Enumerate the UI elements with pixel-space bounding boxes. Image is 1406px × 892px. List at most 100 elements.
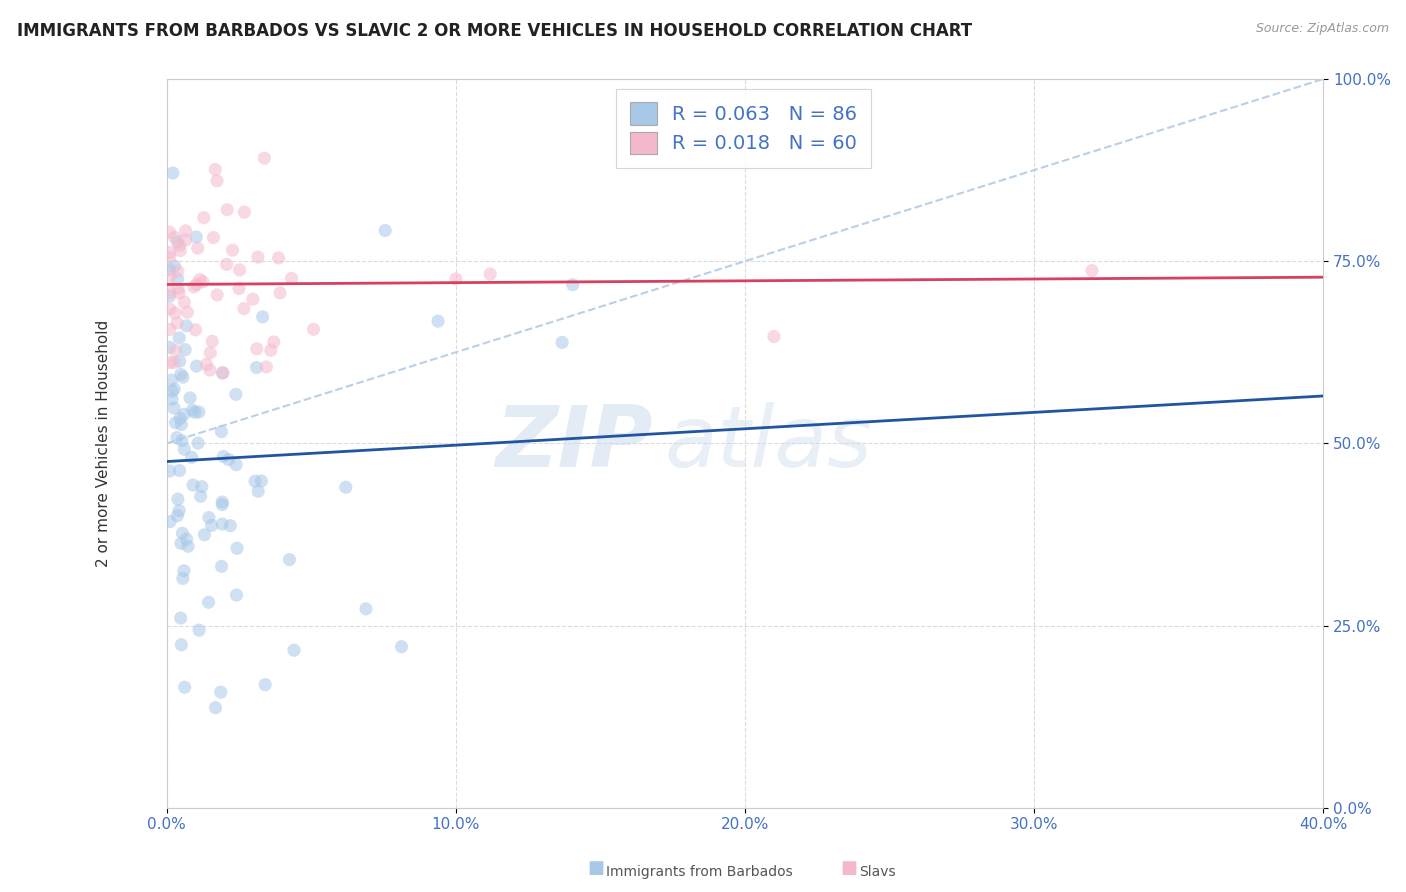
Point xyxy=(269,285,291,300)
Point xyxy=(211,559,233,574)
Point xyxy=(186,359,208,373)
Point xyxy=(233,301,256,316)
Point xyxy=(166,235,188,249)
Point xyxy=(162,166,184,180)
Point xyxy=(243,474,266,488)
Point xyxy=(228,281,250,295)
Point xyxy=(184,405,207,419)
Point xyxy=(166,508,188,523)
Point xyxy=(551,335,574,350)
Point xyxy=(246,342,269,356)
Point xyxy=(228,263,250,277)
Point xyxy=(159,250,181,264)
Legend: R = 0.063   N = 86, R = 0.018   N = 60: R = 0.063 N = 86, R = 0.018 N = 60 xyxy=(616,88,870,168)
Point xyxy=(187,241,209,255)
Text: Source: ZipAtlas.com: Source: ZipAtlas.com xyxy=(1256,22,1389,36)
Point xyxy=(211,425,233,439)
Point xyxy=(1081,263,1104,277)
Point xyxy=(218,452,240,467)
Point xyxy=(160,392,183,407)
Point xyxy=(159,515,181,529)
Point xyxy=(561,277,583,292)
Text: atlas: atlas xyxy=(664,401,872,485)
Point xyxy=(391,640,413,654)
Point xyxy=(260,343,283,358)
Point xyxy=(198,510,221,524)
Point xyxy=(187,405,209,419)
Point xyxy=(762,329,785,343)
Point xyxy=(254,678,277,692)
Point xyxy=(159,225,181,239)
Point xyxy=(173,680,195,694)
Point xyxy=(174,233,197,247)
Point xyxy=(159,301,181,316)
Point xyxy=(198,363,221,377)
Point xyxy=(263,334,285,349)
Point xyxy=(479,267,502,281)
Point xyxy=(193,527,215,541)
Point xyxy=(167,492,190,507)
Point xyxy=(204,700,226,714)
Point xyxy=(184,323,207,337)
Point xyxy=(187,436,209,450)
Point xyxy=(278,552,301,566)
Point xyxy=(211,366,233,380)
Point xyxy=(444,272,467,286)
Text: 2 or more Vehicles in Household: 2 or more Vehicles in Household xyxy=(96,319,111,567)
Point xyxy=(177,539,200,553)
Text: ZIP: ZIP xyxy=(495,401,652,485)
Point xyxy=(173,442,195,457)
Point xyxy=(159,355,181,369)
Point xyxy=(170,611,193,625)
Point xyxy=(427,314,450,328)
Point xyxy=(191,275,214,289)
Point xyxy=(169,411,191,425)
Point xyxy=(167,264,190,278)
Point xyxy=(200,518,222,533)
Point xyxy=(166,316,188,330)
Point xyxy=(188,623,211,637)
Point xyxy=(225,387,247,401)
Point xyxy=(211,498,233,512)
Point xyxy=(159,285,181,300)
Text: IMMIGRANTS FROM BARBADOS VS SLAVIC 2 OR MORE VEHICLES IN HOUSEHOLD CORRELATION C: IMMIGRANTS FROM BARBADOS VS SLAVIC 2 OR … xyxy=(17,22,972,40)
Point xyxy=(197,595,219,609)
Point xyxy=(169,238,191,252)
Point xyxy=(247,484,270,499)
Point xyxy=(170,434,193,448)
Point xyxy=(280,271,302,285)
Point xyxy=(354,602,377,616)
Point xyxy=(165,416,187,430)
Point xyxy=(245,360,267,375)
Point xyxy=(253,151,276,165)
Point xyxy=(163,356,186,370)
Point xyxy=(193,211,215,225)
Point xyxy=(167,285,190,300)
Point xyxy=(167,282,190,296)
Point xyxy=(163,306,186,320)
Point xyxy=(200,346,222,360)
Point xyxy=(169,244,191,258)
Point xyxy=(191,480,214,494)
Point xyxy=(374,223,396,237)
Point xyxy=(267,251,290,265)
Point xyxy=(217,202,239,217)
Point xyxy=(226,541,249,556)
Point xyxy=(173,408,195,422)
Point xyxy=(176,305,198,319)
Point xyxy=(174,343,197,357)
Point xyxy=(225,588,247,602)
Point xyxy=(169,354,191,368)
Point xyxy=(252,310,274,324)
Point xyxy=(283,643,305,657)
Point xyxy=(172,526,194,541)
Point xyxy=(250,474,273,488)
Point xyxy=(159,340,181,354)
Point xyxy=(174,224,197,238)
Text: ■: ■ xyxy=(588,859,605,877)
Point xyxy=(160,373,183,387)
Point xyxy=(205,174,228,188)
Point xyxy=(162,384,184,399)
Point xyxy=(173,295,195,310)
Point xyxy=(221,243,243,257)
